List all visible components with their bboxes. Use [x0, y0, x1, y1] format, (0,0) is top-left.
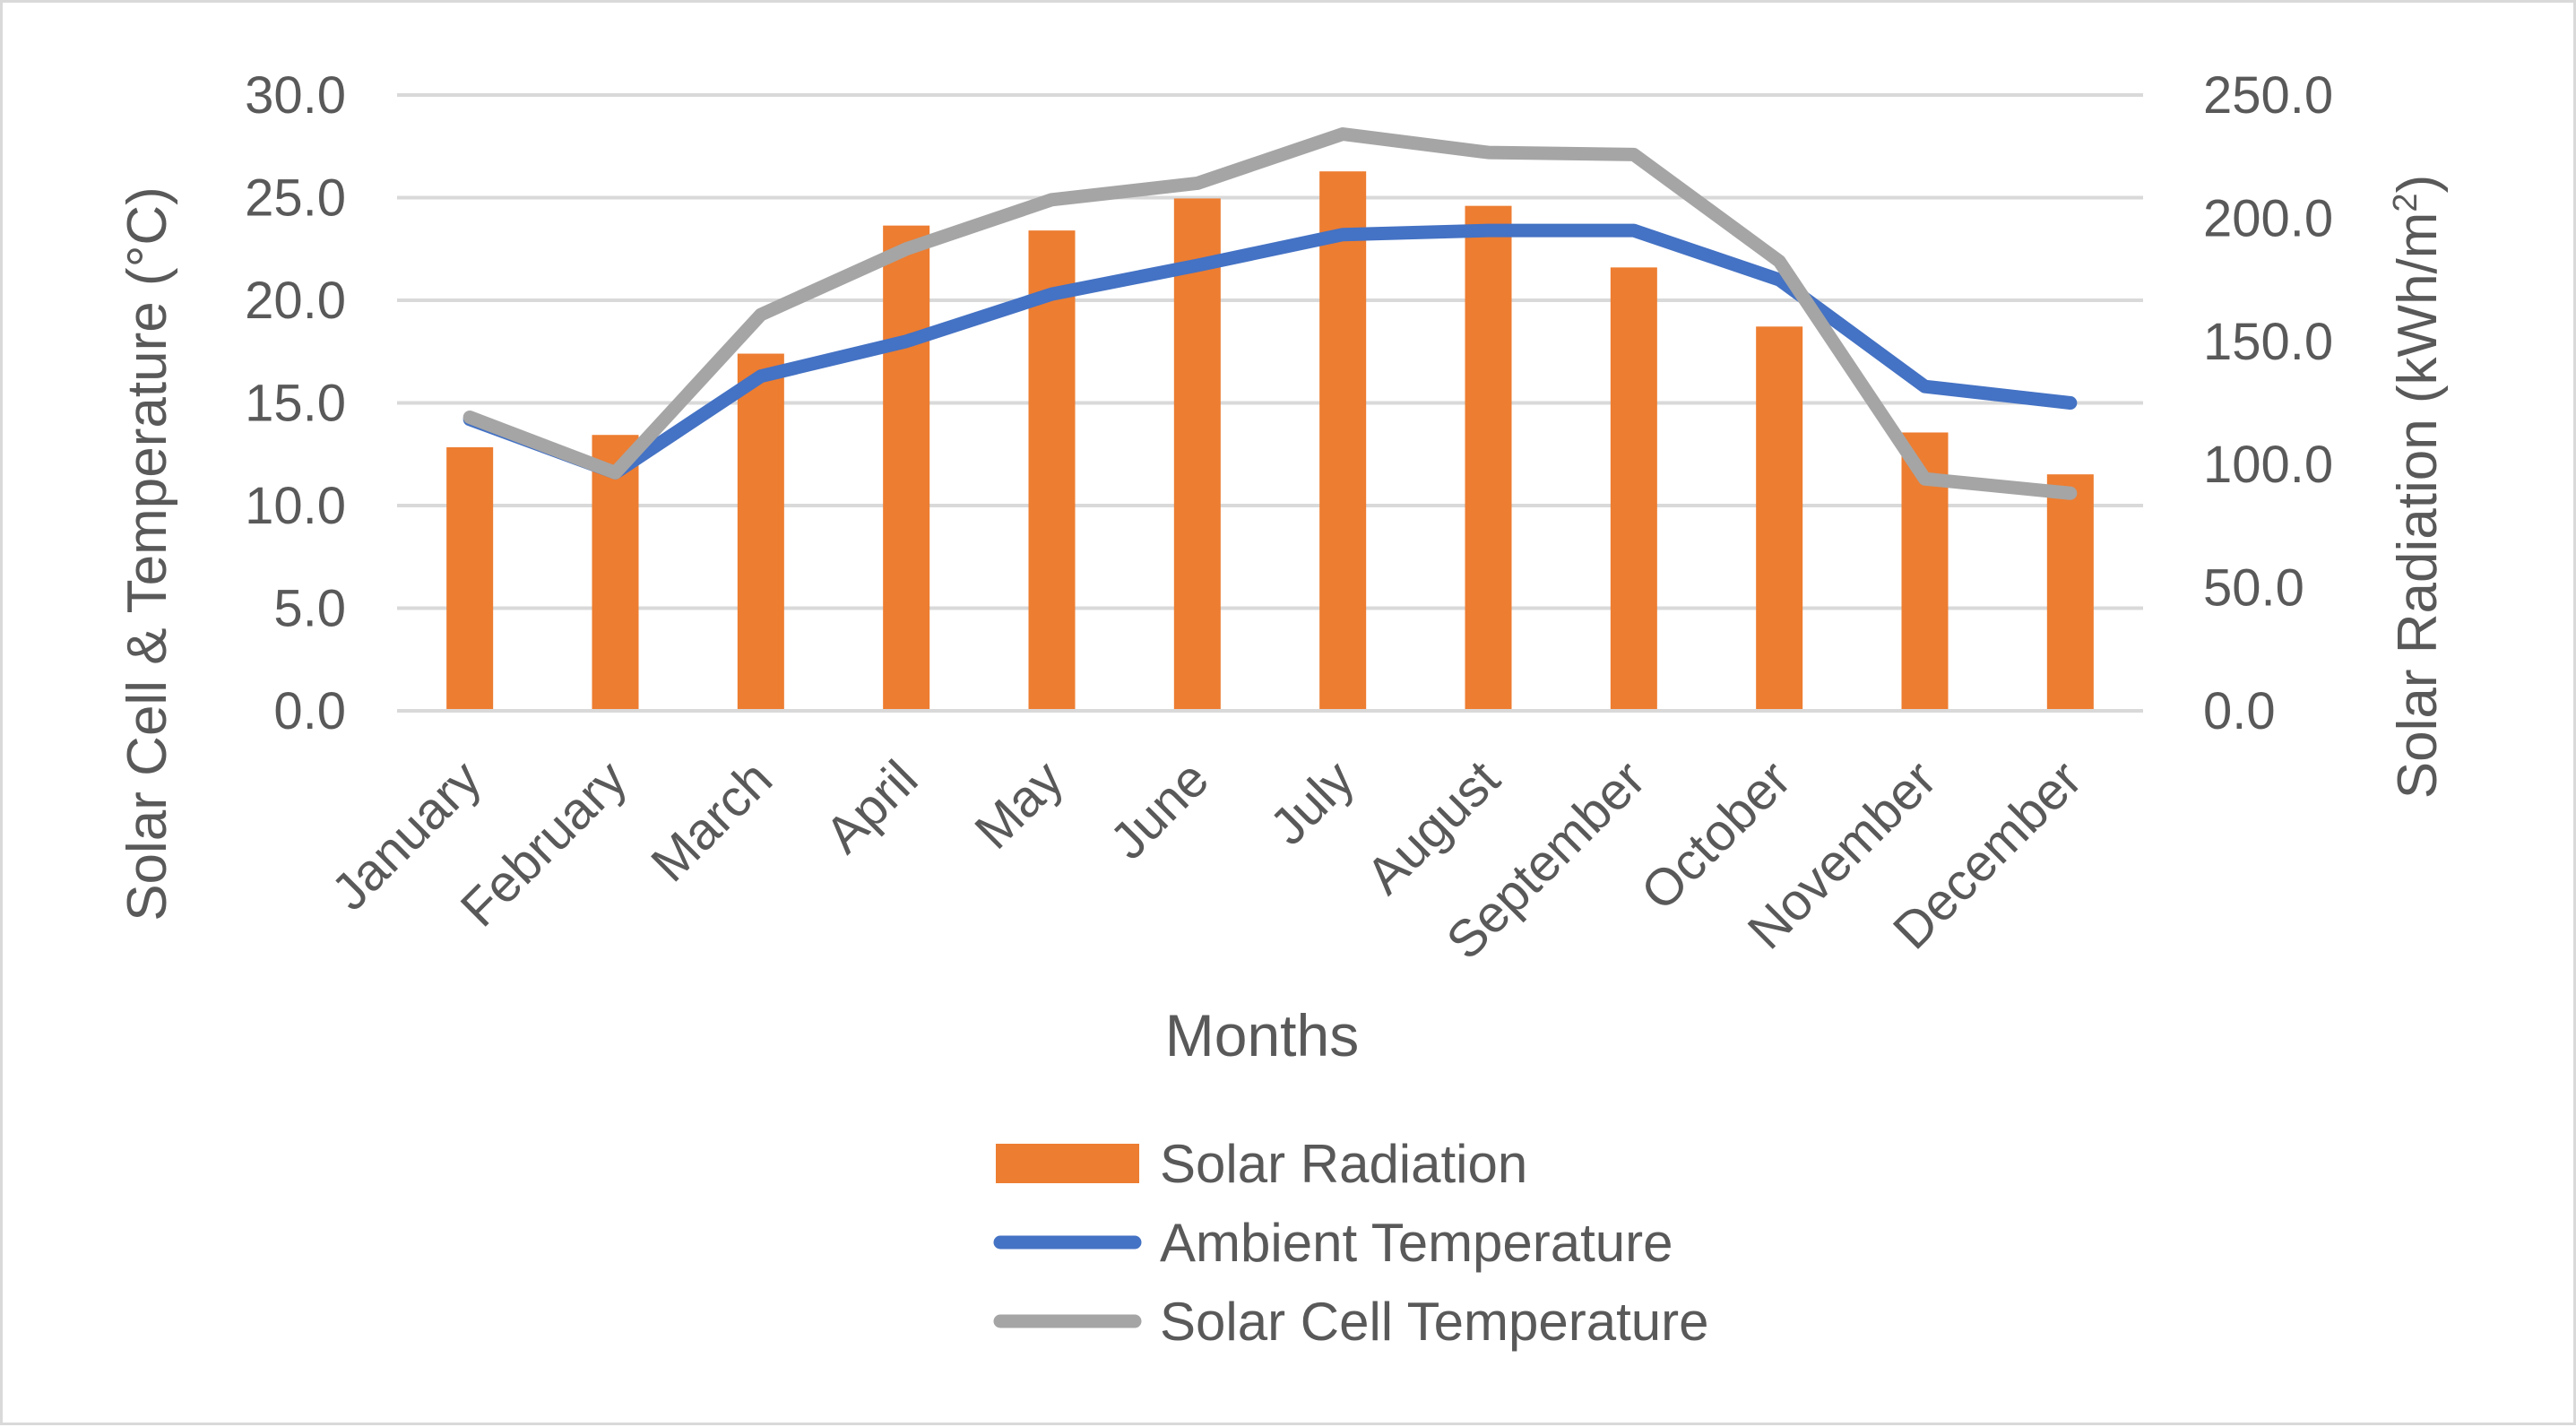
bar-may [1028, 230, 1076, 711]
y-left-tick-label: 15.0 [245, 375, 346, 433]
x-tick-label: May [964, 749, 1074, 860]
x-tick-label: July [1258, 749, 1365, 856]
y-left-tick-label: 5.0 [273, 580, 346, 638]
bar-september [1610, 267, 1657, 711]
legend-label: Solar Radiation [1160, 1134, 1527, 1194]
y-axis-right-label: Solar Radiation (kWh/m2) [2387, 175, 2449, 799]
line-ambient-temperature [462, 223, 2078, 480]
bar-january [446, 446, 494, 711]
bar-series [446, 171, 2094, 712]
chart: 0.0 5.0 10.0 15.0 20.0 25.0 30.0 0.0 50.0 100.0 15… [117, 66, 2449, 1352]
bar-december [2046, 474, 2094, 711]
y-axis-left-label: Solar Cell & Temperature (°C) [117, 186, 178, 921]
bar-july [1319, 171, 1367, 712]
y-left-tick-label: 25.0 [245, 169, 346, 228]
line-series [462, 127, 2078, 500]
x-axis-label: Months [1165, 1002, 1359, 1068]
y-axis-right-label-main: Solar Radiation (kWh/m [2387, 212, 2449, 800]
y-right-tick-label: 200.0 [2203, 189, 2333, 247]
x-tick-label: April [814, 749, 929, 864]
y-right-tick-label: 0.0 [2203, 682, 2276, 740]
legend: Solar Radiation Ambient Temperature Solar … [993, 1134, 1709, 1352]
y-left-tick-label: 30.0 [245, 66, 346, 125]
bar-october [1756, 326, 1803, 711]
y-left-tick-label: 0.0 [273, 682, 346, 740]
axes: 0.0 5.0 10.0 15.0 20.0 25.0 30.0 0.0 50.0 100.0 15… [245, 66, 2333, 971]
y-right-tick-label: 250.0 [2203, 66, 2333, 125]
x-tick-label: June [1099, 749, 1220, 870]
y-right-tick-label: 150.0 [2203, 313, 2333, 371]
y-right-tick-label: 50.0 [2203, 559, 2304, 618]
bar-august [1465, 205, 1512, 711]
y-axis-right-label-close: ) [2387, 175, 2449, 194]
bar-april [883, 225, 930, 712]
x-tick-label: March [640, 749, 783, 893]
y-left-tick-label: 20.0 [245, 272, 346, 330]
bar-february [592, 435, 639, 711]
legend-swatch-solar-radiation [996, 1144, 1139, 1183]
bar-june [1173, 198, 1221, 711]
y-left-tick-label: 10.0 [245, 477, 346, 535]
bar-march [737, 353, 784, 711]
y-right-tick-label: 100.0 [2203, 436, 2333, 494]
legend-label: Ambient Temperature [1160, 1213, 1673, 1273]
y-axis-right-label-superscript: 2 [2387, 193, 2425, 212]
line-solar-cell-temperature [462, 127, 2078, 500]
legend-label: Solar Cell Temperature [1160, 1292, 1709, 1352]
